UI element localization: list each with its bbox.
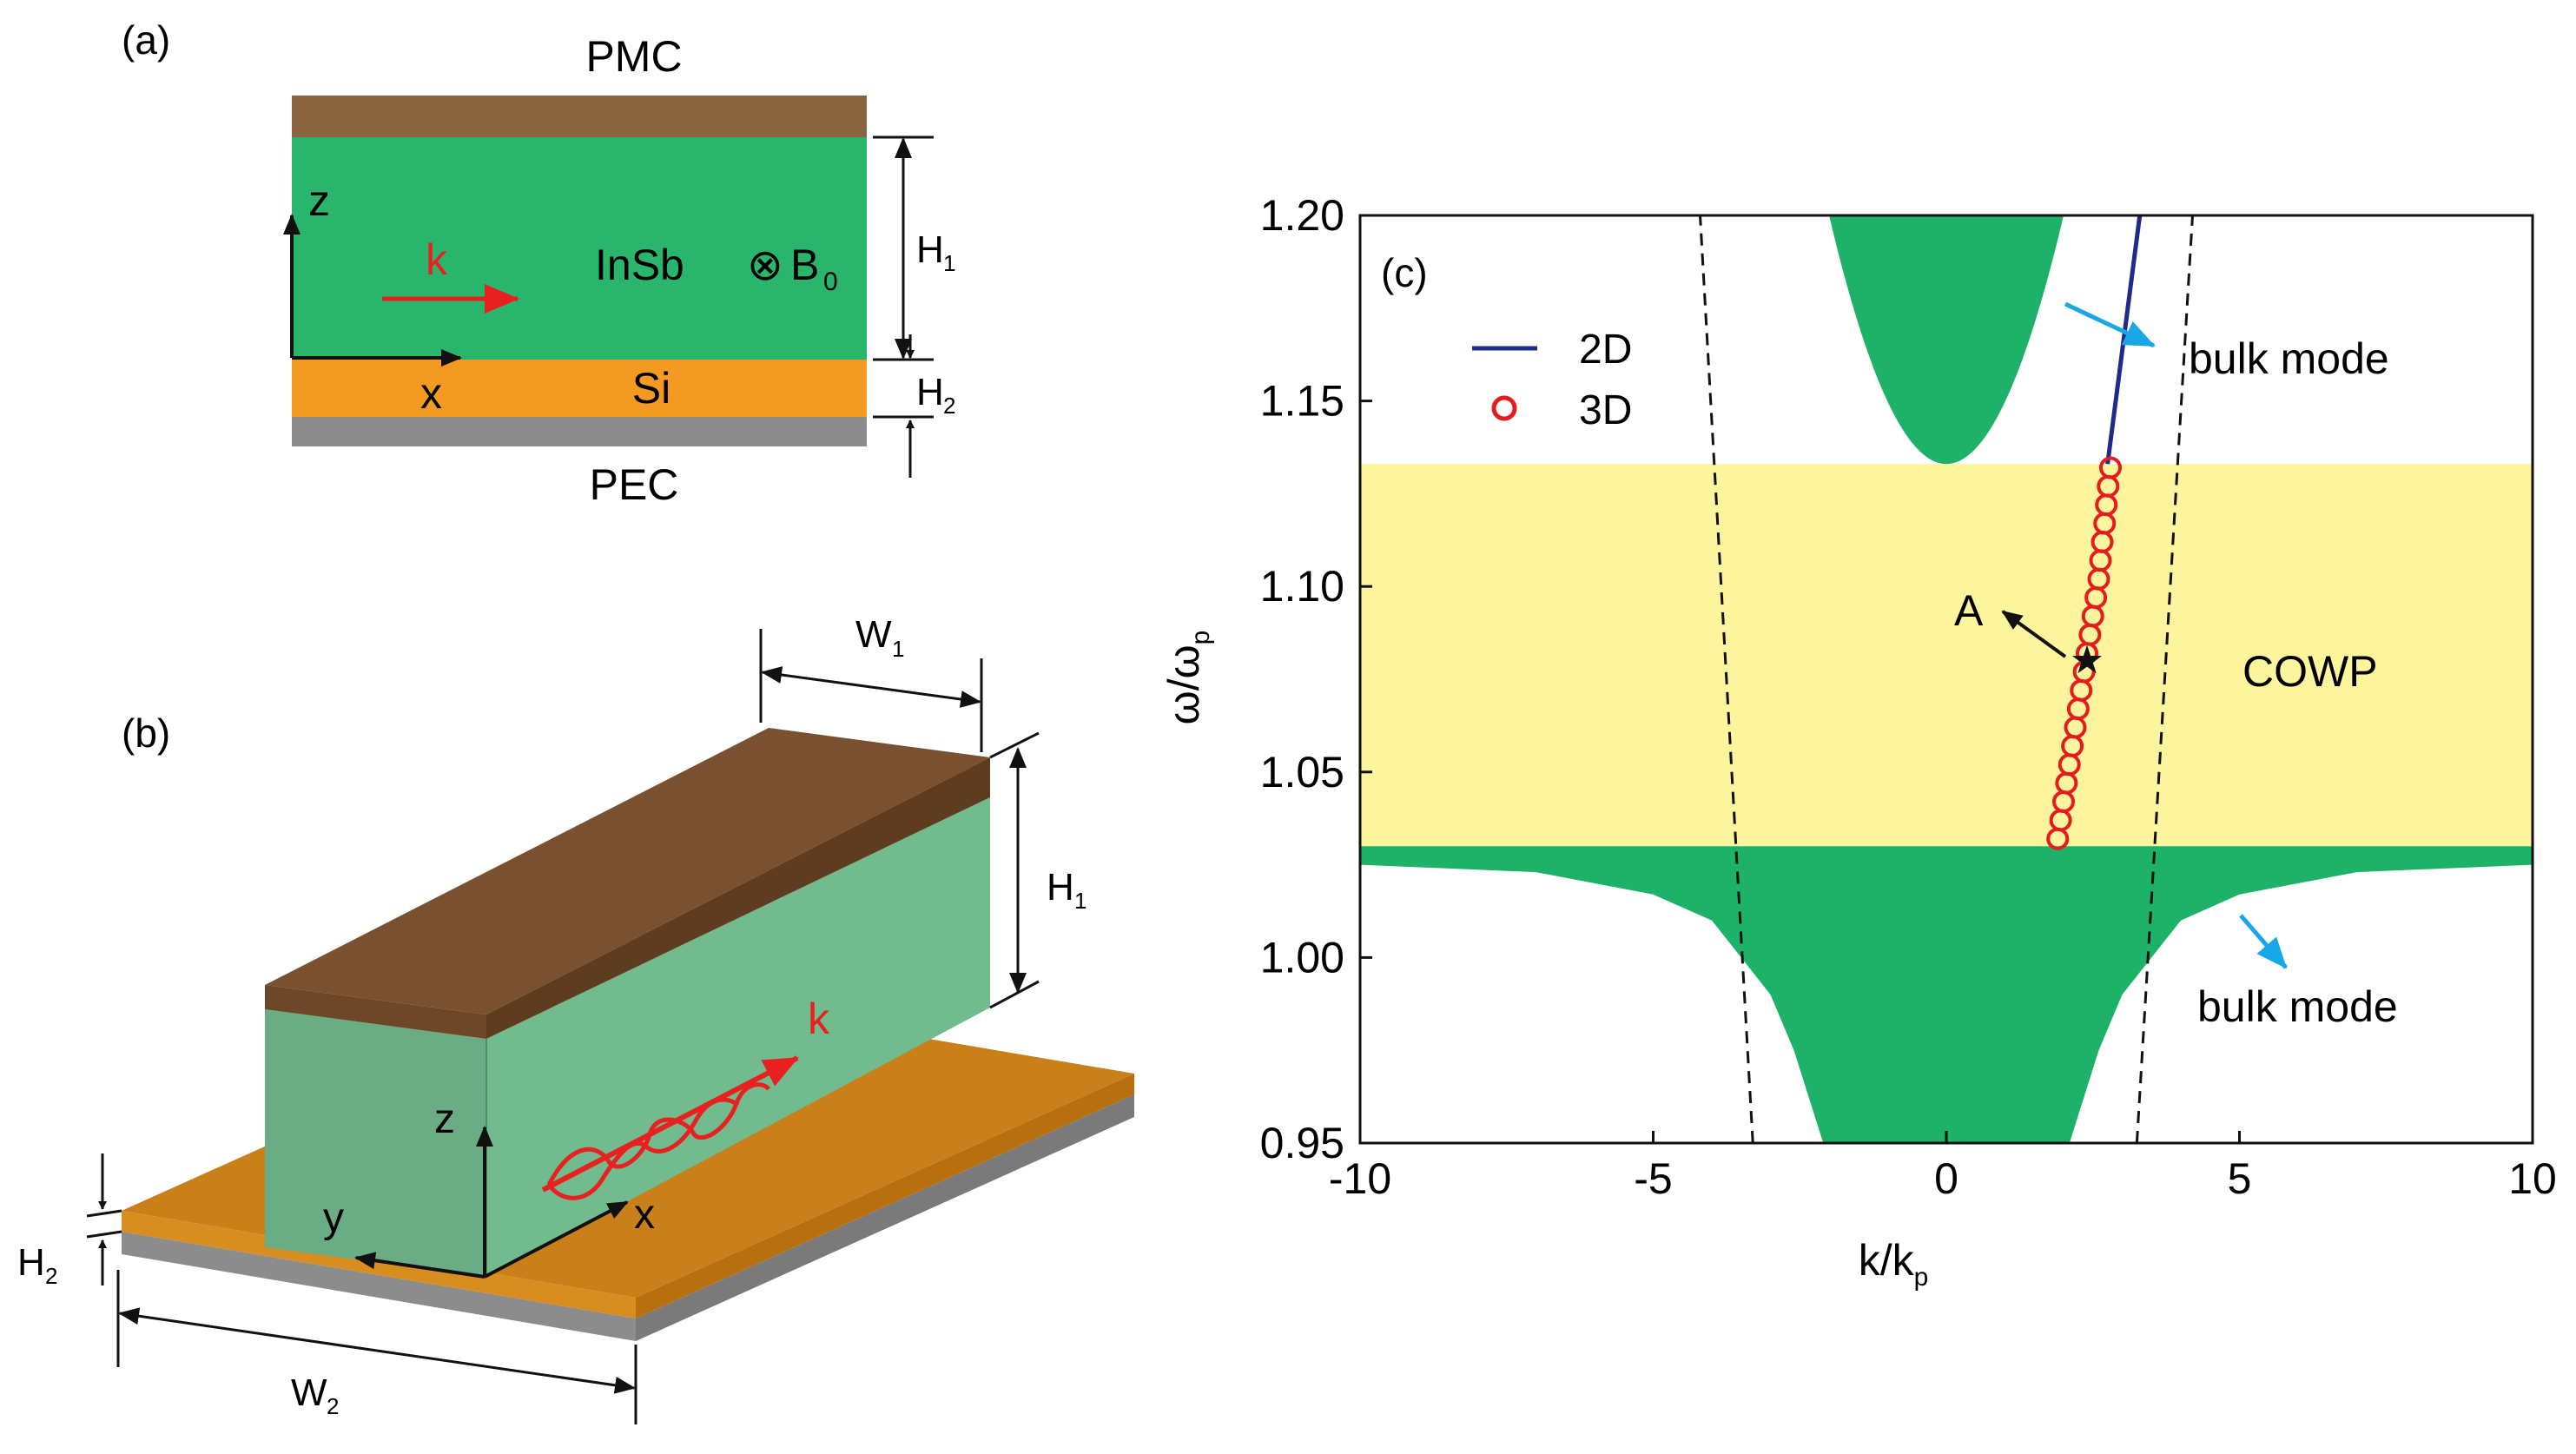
y-tick-label: 0.95 bbox=[1260, 1119, 1344, 1167]
si-layer bbox=[292, 360, 867, 417]
y-axis-arrow-3d bbox=[354, 1252, 485, 1279]
panel-a: (a) PMC PEC z x k InSb ⊗ B 0 Si H 1 H 2 bbox=[122, 17, 955, 509]
h2-top-tick-3d bbox=[86, 1209, 122, 1218]
point-a-star bbox=[2071, 644, 2103, 674]
h2-bottom-tick-3d bbox=[86, 1230, 122, 1239]
si-slab-side bbox=[636, 1074, 1134, 1319]
pmc-side-face bbox=[486, 757, 990, 1039]
bulk-mode-label-upper: bulk mode bbox=[2189, 334, 2389, 383]
y-axis-label-3d: y bbox=[323, 1195, 344, 1241]
cowp-label: COWP bbox=[2242, 647, 2378, 696]
w1-subscript: 1 bbox=[892, 636, 904, 662]
light-line-2 bbox=[2135, 215, 2194, 1143]
panel-a-label: (a) bbox=[122, 17, 170, 63]
bulk-mode-arrow-upper bbox=[2064, 301, 2156, 348]
b0-symbol: ⊗ bbox=[747, 241, 783, 289]
light-line-1 bbox=[1699, 215, 1754, 1143]
bulk-mode-label-lower: bulk mode bbox=[2197, 982, 2398, 1031]
pmc-front-face bbox=[265, 985, 486, 1039]
z-axis-label: z bbox=[308, 176, 330, 225]
si-slab-front bbox=[122, 1211, 636, 1319]
h1-label-3d: H bbox=[1047, 866, 1074, 909]
cowp-band bbox=[1360, 464, 2533, 847]
w1-label: W bbox=[855, 613, 892, 656]
legend-3d-label: 3D bbox=[1579, 387, 1632, 433]
panel-b: (b) z y x k W 1 bbox=[17, 613, 1134, 1424]
legend-3d-marker bbox=[1491, 395, 1517, 421]
pec-slab-side bbox=[636, 1094, 1134, 1341]
w2-label: W bbox=[291, 1371, 327, 1414]
h2-label: H bbox=[916, 371, 944, 413]
panel-c-label: (c) bbox=[1381, 250, 1428, 295]
x-tick-label: 5 bbox=[2228, 1154, 2252, 1203]
insb-front-face bbox=[265, 1009, 486, 1277]
panel-c: -10 -5 0 5 10 0.95 1.00 1.05 1.10 1.15 1.20 (c) 2D… bbox=[1159, 191, 2557, 1292]
chart-plot-area: -10 -5 0 5 10 0.95 1.00 1.05 1.10 1.15 1.20 bbox=[1260, 191, 2557, 1203]
x-tick-label: 0 bbox=[1934, 1154, 1958, 1203]
upper-bulk-region bbox=[1829, 215, 2064, 465]
x-axis-title: k/kp bbox=[1859, 1236, 1929, 1292]
legend-2d-label: 2D bbox=[1579, 327, 1632, 373]
w1-dim-right bbox=[870, 685, 981, 708]
pec-label: PEC bbox=[590, 460, 679, 509]
k-arrow-3d bbox=[541, 1055, 799, 1193]
x-axis-arrow-3d bbox=[484, 1200, 629, 1279]
h2-subscript-3d: 2 bbox=[45, 1263, 57, 1289]
pmc-layer bbox=[292, 96, 867, 137]
b0-letter: B bbox=[790, 241, 819, 289]
x-tick-label: 10 bbox=[2508, 1154, 2557, 1203]
h1-top-tick-3d bbox=[989, 731, 1040, 759]
z-axis-label-3d: z bbox=[434, 1096, 455, 1142]
lower-bulk-region bbox=[1360, 846, 2533, 1143]
h1-subscript: 1 bbox=[943, 250, 955, 276]
h2-label-3d: H bbox=[17, 1241, 45, 1284]
point-a-label: A bbox=[1954, 586, 1984, 635]
y-tick-label: 1.15 bbox=[1260, 377, 1344, 426]
pmc-label: PMC bbox=[585, 32, 682, 81]
pec-slab-front bbox=[122, 1232, 636, 1341]
series-3d-point-21 bbox=[2099, 456, 2122, 479]
y-tick-label: 1.00 bbox=[1260, 933, 1344, 981]
point-a-arrow bbox=[2001, 610, 2067, 658]
x-tick-label: -10 bbox=[1329, 1154, 1391, 1203]
h1-label: H bbox=[916, 228, 944, 271]
bulk-mode-arrow-lower bbox=[2239, 914, 2288, 969]
b0-subscript: 0 bbox=[823, 268, 838, 296]
insb-layer bbox=[292, 137, 867, 360]
x-axis-label-3d: x bbox=[634, 1192, 655, 1238]
h1-subscript-3d: 1 bbox=[1074, 888, 1087, 914]
si-label: Si bbox=[632, 364, 670, 413]
x-tick-label: -5 bbox=[1634, 1154, 1672, 1203]
y-tick-label: 1.05 bbox=[1260, 748, 1344, 796]
pec-layer bbox=[292, 417, 867, 446]
w1-dim-left bbox=[761, 666, 872, 689]
y-tick-label: 1.10 bbox=[1260, 562, 1344, 611]
plot-clip-group bbox=[1360, 215, 2533, 1143]
k-label: k bbox=[426, 235, 448, 284]
w2-subscript: 2 bbox=[327, 1393, 339, 1419]
w2-dim-right bbox=[376, 1349, 636, 1394]
h1-bottom-tick-3d bbox=[989, 980, 1040, 1009]
pmc-top-face bbox=[265, 728, 990, 1014]
h2-subscript: 2 bbox=[943, 393, 955, 419]
insb-label: InSb bbox=[595, 241, 684, 289]
w2-dim-left bbox=[118, 1307, 378, 1352]
series-2d-line bbox=[2105, 215, 2143, 465]
k-label-3d: k bbox=[808, 995, 830, 1043]
y-tick-label: 1.20 bbox=[1260, 191, 1344, 240]
y-axis-title: ω/ωp bbox=[1159, 631, 1215, 725]
insb-side-face bbox=[486, 797, 990, 1277]
panel-b-label: (b) bbox=[122, 710, 170, 756]
x-axis-label: x bbox=[420, 369, 442, 418]
